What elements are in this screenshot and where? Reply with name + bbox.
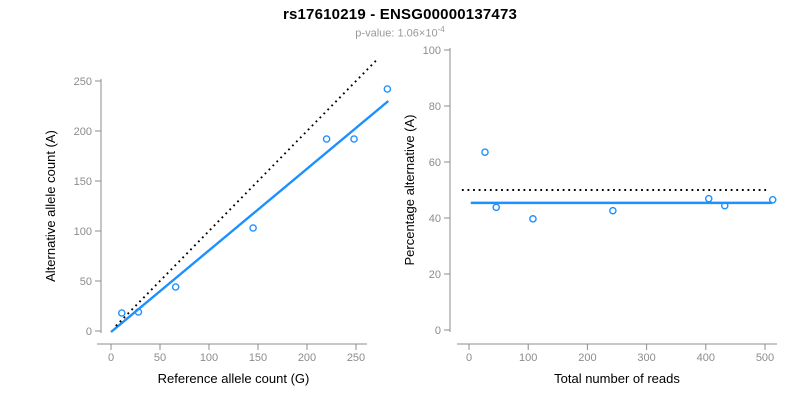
pvalue-text: p-value: 1.06×10 (355, 27, 438, 40)
data-point (529, 215, 537, 223)
x-tick-label: 200 (578, 352, 596, 364)
data-point (609, 206, 617, 215)
y-tick-label: 0 (86, 326, 92, 338)
data-point (350, 135, 358, 143)
x-tick-label: 50 (154, 352, 166, 364)
y-tick-label: 60 (429, 157, 441, 169)
data-point (134, 308, 143, 316)
data-point (704, 194, 713, 203)
y-tick-label: 40 (429, 213, 441, 225)
x-axis-title: Reference allele count (G) (158, 371, 310, 386)
y-tick-label: 250 (74, 76, 92, 88)
x-tick-label: 100 (200, 352, 218, 364)
data-point (249, 224, 257, 232)
y-tick-label: 100 (74, 226, 92, 238)
x-tick-label: 0 (466, 352, 472, 364)
x-tick-label: 500 (756, 352, 774, 364)
data-point (383, 85, 392, 93)
x-axis-title: Total number of reads (554, 371, 680, 386)
x-tick-label: 250 (347, 352, 365, 364)
data-point (768, 195, 777, 204)
y-tick-label: 150 (74, 176, 92, 188)
identity-diagonal (115, 58, 379, 327)
x-tick-label: 200 (298, 352, 316, 364)
y-tick-label: 0 (435, 325, 441, 337)
chart-subtitle: p-value: 1.06×10-4 (0, 25, 800, 40)
data-point (117, 309, 126, 317)
x-tick-label: 100 (519, 352, 537, 364)
y-tick-label: 50 (80, 276, 92, 288)
y-axis-title: Alternative allele count (A) (43, 130, 58, 282)
data-point (492, 203, 501, 212)
pvalue-exponent: -4 (437, 25, 445, 34)
x-tick-label: 300 (637, 352, 655, 364)
chart-header: rs17610219 - ENSG00000137473 p-value: 1.… (0, 0, 800, 40)
regression-line (110, 100, 390, 333)
x-tick-label: 0 (108, 352, 114, 364)
y-axis-title: Percentage alternative (A) (402, 114, 417, 265)
y-tick-label: 100 (423, 45, 441, 57)
data-point (322, 135, 331, 143)
data-point (720, 201, 729, 210)
y-tick-label: 200 (74, 126, 92, 138)
y-tick-label: 20 (429, 269, 441, 281)
data-point (481, 148, 489, 156)
x-tick-label: 150 (249, 352, 267, 364)
y-tick-label: 80 (429, 101, 441, 113)
x-tick-label: 400 (697, 352, 715, 364)
data-point (171, 283, 180, 291)
chart-title: rs17610219 - ENSG00000137473 (282, 6, 518, 23)
